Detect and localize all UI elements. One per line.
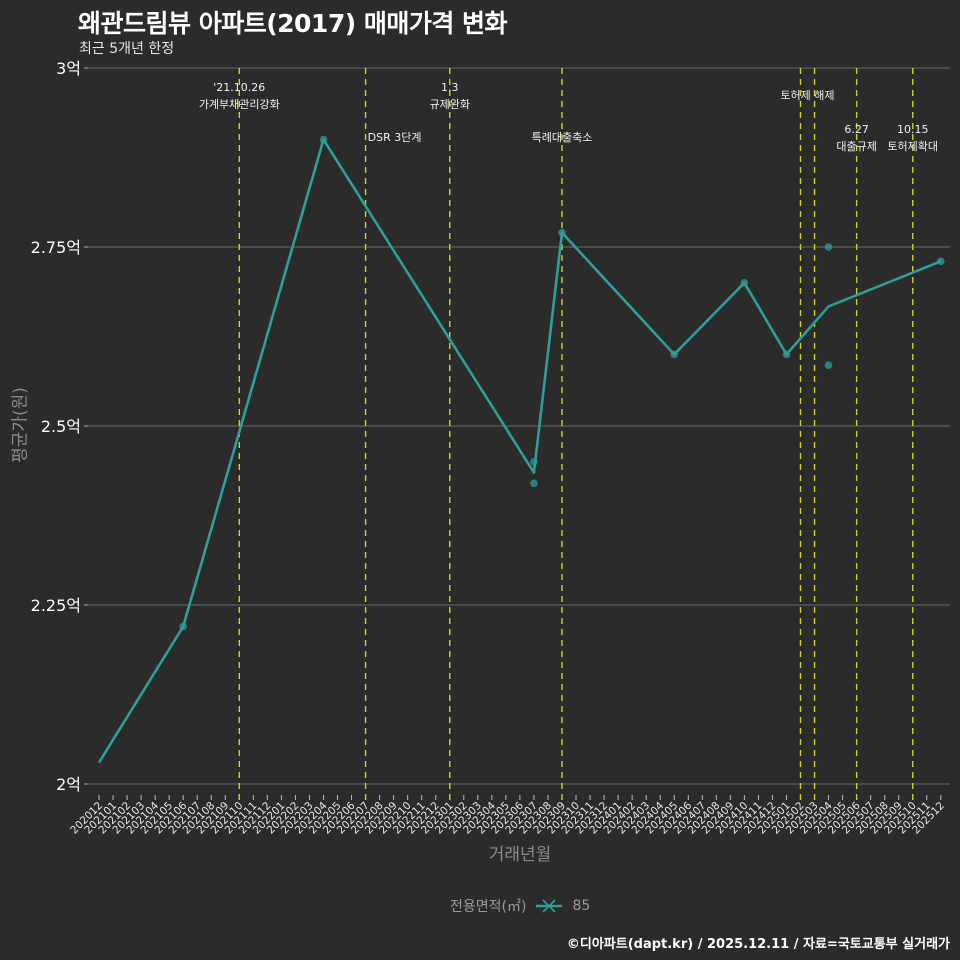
trade-point xyxy=(670,350,679,359)
trade-point xyxy=(530,479,538,488)
trade-point xyxy=(782,350,791,359)
trade-point xyxy=(530,458,538,466)
trade-point xyxy=(179,622,187,631)
x-axis-title: 거래년월 xyxy=(488,845,552,865)
y-tick-label: 2.5억 xyxy=(41,417,81,436)
event-label: 토허제확대 xyxy=(887,140,938,153)
event-label: 가계부채관리강화 xyxy=(199,98,280,111)
event-label: DSR 3단계 xyxy=(368,131,422,144)
legend: 전용면적(㎡) 85 xyxy=(450,896,590,916)
event-lines xyxy=(238,68,914,800)
event-label: 1.3 xyxy=(441,81,459,94)
event-label: 10.15 xyxy=(897,123,929,136)
y-axis-title: 평균가(원) xyxy=(10,387,31,463)
y-tick-label: 2.75억 xyxy=(31,238,81,257)
source-credit: ©디아파트(dapt.kr) / 2025.12.11 / 자료=국토교통부 실… xyxy=(566,937,950,952)
y-tick-label: 2억 xyxy=(56,775,81,794)
event-label: 대출규제 xyxy=(836,140,876,153)
y-tick-label: 2.25억 xyxy=(31,596,81,615)
trade-point xyxy=(824,243,833,251)
event-label: '21.10.26 xyxy=(213,81,265,94)
event-label: 특례대출축소 xyxy=(532,131,593,144)
y-tick-label: 3억 xyxy=(56,59,81,78)
trade-point xyxy=(319,135,328,144)
event-label: 6.27 xyxy=(844,123,869,136)
event-label: 규제완화 xyxy=(430,98,470,111)
trade-point xyxy=(740,279,749,287)
legend-line-cross-icon xyxy=(536,899,563,913)
series-85 xyxy=(97,135,945,764)
gridlines xyxy=(88,67,950,785)
chart-title: 왜관드림뷰 아파트(2017) 매매가격 변화 xyxy=(78,9,508,38)
event-label: 토허제 해제 xyxy=(780,88,834,102)
legend-item-85: 85 xyxy=(572,898,591,914)
chart-subtitle: 최근 5개년 한정 xyxy=(79,41,175,57)
legend-title: 전용면적(㎡) xyxy=(450,899,527,915)
trade-point xyxy=(824,361,833,369)
trade-point xyxy=(937,257,945,266)
y-axis-ticks: 2억 2.25억 2.5억 2.75억 3억 xyxy=(31,59,88,794)
trade-point xyxy=(558,228,566,237)
x-axis-ticks: 2020122021012021022021032021042021052021… xyxy=(68,795,947,836)
price-line xyxy=(97,138,942,764)
